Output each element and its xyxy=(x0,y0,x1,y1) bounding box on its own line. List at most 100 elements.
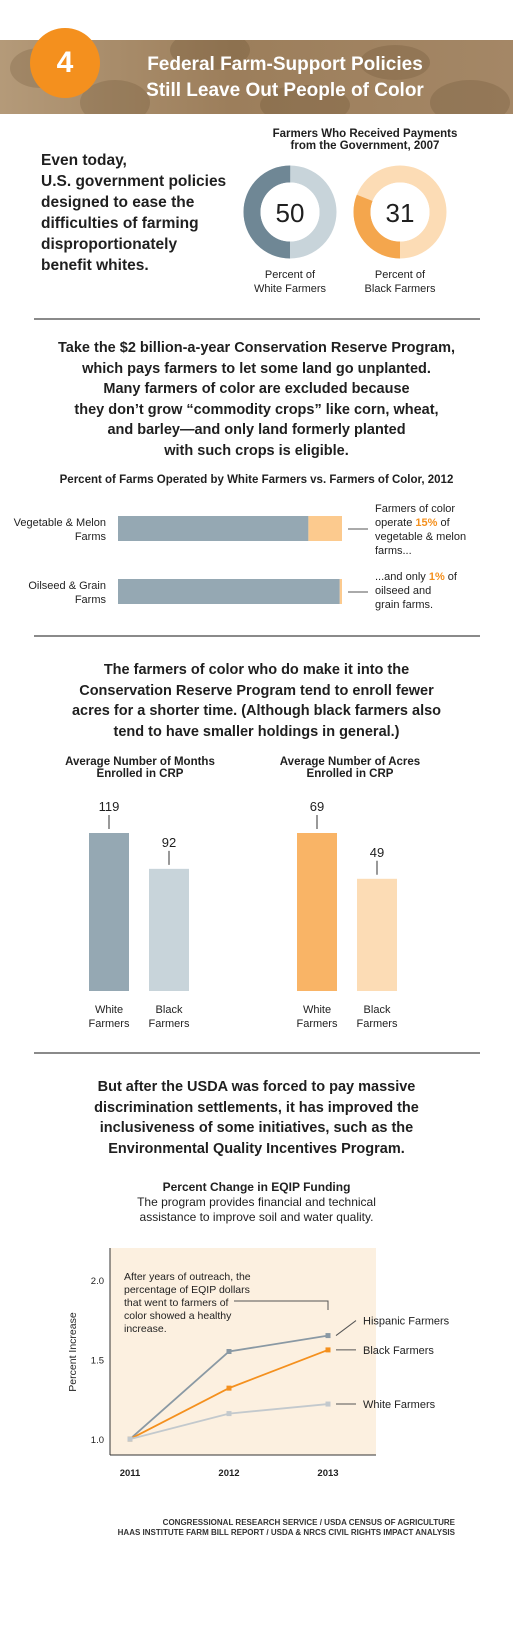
hbar-annotation-2-part-2: 1% xyxy=(429,571,445,583)
y-tick-label-3: 2.0 xyxy=(91,1276,104,1287)
months-title-line-2: Enrolled in CRP xyxy=(96,768,184,780)
months-title-line-1: Average Number of Months xyxy=(65,756,215,768)
point-1-3 xyxy=(325,1333,331,1339)
donut-label-1-line-2: White Farmers xyxy=(254,283,327,295)
donut-value-1: 50 xyxy=(276,198,305,228)
point-1-2 xyxy=(226,1349,232,1354)
donut-hole-2 xyxy=(370,182,430,242)
vbar-value-1-1: 119 xyxy=(99,799,120,814)
months-chart-title: Average Number of Months Enrolled in CRP xyxy=(40,756,240,780)
donut-chart: 50 Percent of White Farmers 31 Percent of Bla… xyxy=(243,165,447,295)
x-tick-label-3: 2013 xyxy=(317,1468,338,1479)
hbar-annotation-1-part-3: of xyxy=(437,517,450,529)
hbar-category-1-line-1: Vegetable & Melon xyxy=(14,517,106,529)
hbar-annotation-2-part-1: ...and only xyxy=(375,571,429,583)
section-number-badge: 4 xyxy=(30,28,100,98)
series-label-connector-1 xyxy=(335,1320,357,1336)
vbar-label-1-2-line-2: Farmers xyxy=(149,1018,190,1030)
eqip-subtitle-line-1: The program provides financial and techn… xyxy=(137,1195,376,1209)
point-3-1 xyxy=(127,1436,133,1442)
enrollment-paragraph-line-1: The farmers of color who do make it into… xyxy=(103,662,410,678)
vbar-label-1-1-line-1: White xyxy=(95,1004,123,1016)
point-2-3 xyxy=(325,1347,331,1353)
line-chart-background xyxy=(110,1248,376,1455)
point-3-2 xyxy=(226,1411,232,1417)
hbar-color-2 xyxy=(339,579,342,604)
page-title: Federal Farm-Support Policies Still Leav… xyxy=(120,52,450,104)
hbar-annotation-1-line-3: vegetable & melon xyxy=(375,531,466,543)
hbar-white-1 xyxy=(118,516,309,541)
hbar-chart-title: Percent of Farms Operated by White Farme… xyxy=(59,474,454,486)
source-credits: CONGRESSIONAL RESEARCH SERVICE / USDA CE… xyxy=(118,1518,455,1538)
point-2-2 xyxy=(226,1385,232,1391)
divider-2 xyxy=(34,635,480,637)
acres-chart-title: Average Number of Acres Enrolled in CRP xyxy=(250,756,450,780)
vbar-1-2 xyxy=(149,868,189,991)
title-line-2: Still Leave Out People of Color xyxy=(146,80,424,101)
vbar-label-1-1-line-2: Farmers xyxy=(89,1018,130,1030)
donut-hole-1 xyxy=(260,182,320,242)
eqip-annotation-line-3: that went to farmers of xyxy=(124,1297,229,1309)
x-tick-label-2: 2012 xyxy=(218,1468,239,1479)
farms-operated-chart: Vegetable & Melon Farms Oilseed & Grain Far… xyxy=(14,503,466,611)
hbar-annotation-2-line-3: grain farms. xyxy=(375,599,433,611)
intro-text: Even today, U.S. government policies desig… xyxy=(41,150,241,276)
eqip-chart-subtitle: The program provides financial and techn… xyxy=(20,1195,493,1225)
acres-title-line-2: Enrolled in CRP xyxy=(306,768,394,780)
donut-title-line-2: from the Government, 2007 xyxy=(290,140,440,152)
crp-paragraph-line-6: with such crops is eligible. xyxy=(164,442,349,459)
vbar-label-2-2-line-1: Black xyxy=(364,1004,391,1016)
hbar-annotation-1-line-4: farms... xyxy=(375,545,412,557)
hbar-category-1-line-2: Farms xyxy=(75,531,107,543)
crp-paragraph-line-1: Take the $2 billion-a-year Conservation … xyxy=(57,340,455,356)
x-tick-label-1: 2011 xyxy=(120,1468,141,1479)
eqip-annotation-line-4: color showed a healthy xyxy=(124,1310,232,1322)
hbar-annotation-2-line-1: ...and only 1% of xyxy=(375,571,458,583)
divider-3 xyxy=(34,1052,480,1054)
series-label-2: Black Farmers xyxy=(363,1345,434,1357)
hbar-category-2-line-1: Oilseed & Grain xyxy=(28,580,106,592)
y-axis-label: Percent Increase xyxy=(67,1312,79,1392)
series-label-1: Hispanic Farmers xyxy=(363,1316,450,1328)
hbar-annotation-2-line-2: oilseed and xyxy=(375,585,431,597)
hbar-annotation-1-part-2: 15% xyxy=(415,517,437,529)
y-tick-label-2: 1.5 xyxy=(91,1355,104,1366)
y-tick-label-1: 1.0 xyxy=(91,1435,104,1446)
hbar-color-1 xyxy=(308,516,342,541)
enrollment-paragraph-line-2: Conservation Reserve Program tend to enr… xyxy=(79,682,434,699)
intro-line-6: benefit whites. xyxy=(41,257,149,274)
donut-chart-title: Farmers Who Received Payments from the G… xyxy=(250,128,480,152)
donut-label-2-line-1: Percent of xyxy=(375,269,426,281)
eqip-annotation-line-1: After years of outreach, the xyxy=(124,1271,251,1283)
point-3-3 xyxy=(325,1401,331,1407)
eqip-line-chart: 1.0 1.5 2.0 2011 2012 2013 Percent Increase His… xyxy=(67,1248,450,1479)
crp-paragraph: Take the $2 billion-a-year Conservation … xyxy=(20,338,493,461)
eqip-paragraph-line-3: inclusiveness of some initiatives, such … xyxy=(99,1120,414,1136)
crp-paragraph-line-3: Many farmers of color are excluded becau… xyxy=(103,381,410,397)
enrollment-paragraph-line-4: tend to have smaller holdings in general… xyxy=(113,723,400,740)
hbar-annotation-1-line-1: Farmers of color xyxy=(375,503,455,515)
intro-line-2: U.S. government policies xyxy=(41,173,227,190)
vbar-2-1 xyxy=(297,833,337,991)
eqip-paragraph: But after the USDA was forced to pay mas… xyxy=(20,1077,493,1159)
eqip-paragraph-line-1: But after the USDA was forced to pay mas… xyxy=(97,1079,416,1095)
enrollment-paragraph: The farmers of color who do make it into… xyxy=(20,660,493,742)
vbar-2-2 xyxy=(357,878,397,991)
vbar-value-1-2: 92 xyxy=(162,835,176,850)
vbar-label-2-2-line-2: Farmers xyxy=(357,1018,398,1030)
eqip-annotation-line-2: percentage of EQIP dollars xyxy=(124,1284,250,1296)
title-line-1: Federal Farm-Support Policies xyxy=(147,54,423,75)
series-label-3: White Farmers xyxy=(363,1399,436,1411)
vbar-value-2-1: 69 xyxy=(310,799,324,814)
enrollment-paragraph-line-3: acres for a shorter time. (Although blac… xyxy=(71,703,442,719)
eqip-paragraph-line-2: discrimination settlements, it has impro… xyxy=(94,1099,419,1116)
crp-bar-charts: 119 White Farmers 92 Black Farmers 69 White Farm… xyxy=(89,799,398,1030)
vbar-value-2-2: 49 xyxy=(370,845,384,860)
acres-title-line-1: Average Number of Acres xyxy=(279,756,421,768)
vbar-label-2-1-line-2: Farmers xyxy=(297,1018,338,1030)
hbar-annotation-1-part-1: operate xyxy=(375,517,415,529)
hbar-white-2 xyxy=(118,579,340,604)
eqip-annotation-line-5: increase. xyxy=(124,1323,167,1335)
crp-paragraph-line-4: they don’t grow “commodity crops” like c… xyxy=(74,401,439,418)
vbar-label-1-2-line-1: Black xyxy=(156,1004,183,1016)
